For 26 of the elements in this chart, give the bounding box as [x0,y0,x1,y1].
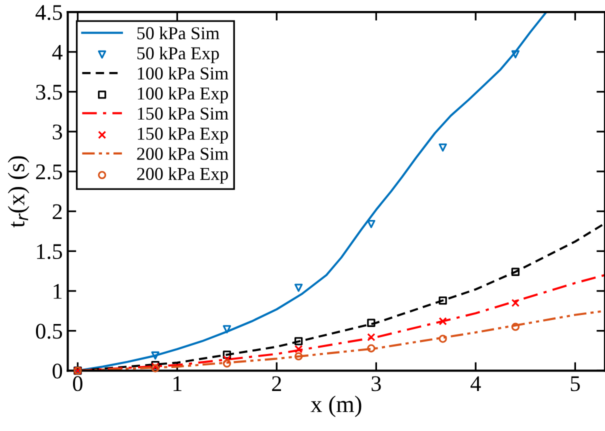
y-tick-label: 4 [52,44,63,60]
x-tick-label: 1 [174,376,182,391]
y-tick-label: 0 [52,364,62,379]
x-tick-label: 5 [570,376,580,392]
y-tick-label: 3 [52,124,62,140]
legend-label: 150 kPa Sim [138,107,228,120]
legend-label: 200 kPa Exp [137,167,228,184]
y-tick-label: 1 [54,284,62,299]
y-tick-label: 2.5 [36,164,62,180]
legend-label: 100 kPa Exp [138,86,228,104]
x-tick-label: 2 [272,376,282,391]
y-tick-label: 4.5 [36,5,62,20]
legend-label: 50 kPa Sim [137,26,220,40]
y-tick-label: 3.5 [36,84,62,100]
y-tick-label: 1.5 [37,244,62,260]
legend-label: 150 kPa Exp [138,127,228,144]
legend-label: 50 kPa Exp [137,46,219,64]
y-tick-label: 2 [52,204,62,219]
x-tick-label: 3 [372,376,381,392]
y-tick-label: 0.5 [36,324,62,339]
legend-label: 100 kPa Sim [138,66,228,80]
x-tick-label: 4 [470,376,481,391]
y-axis-title: t$_{r}$(x) (s) [8,156,30,228]
x-axis-title: x (m) [310,396,362,418]
legend-label: 200 kPa Sim [137,147,228,160]
x-tick-label: 0 [73,376,82,392]
